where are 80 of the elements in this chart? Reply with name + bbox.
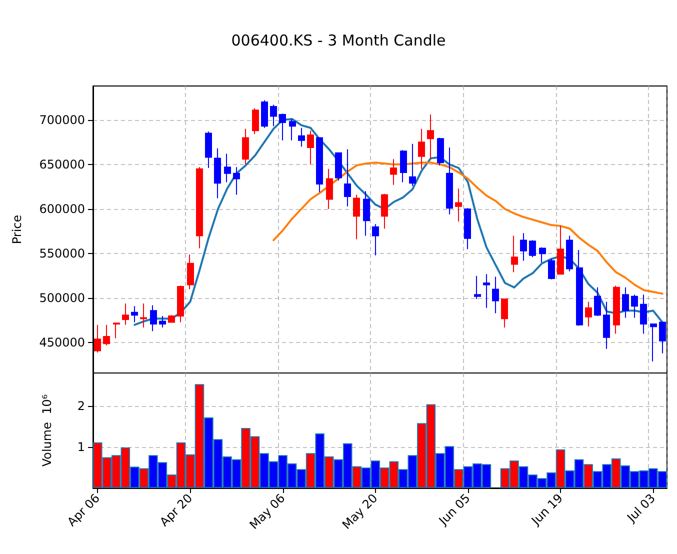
candlestick bbox=[511, 235, 518, 273]
candlestick bbox=[603, 301, 610, 350]
candlestick bbox=[335, 152, 342, 181]
y-axis-title: Volume 10⁶ bbox=[40, 394, 54, 467]
candlestick bbox=[168, 314, 175, 323]
candlestick bbox=[205, 130, 212, 168]
candlestick bbox=[177, 285, 184, 323]
candlestick bbox=[233, 166, 240, 196]
candlestick bbox=[585, 301, 592, 328]
candlestick bbox=[122, 302, 129, 326]
candlestick bbox=[455, 188, 462, 222]
candlestick bbox=[94, 324, 101, 353]
candlestick bbox=[576, 250, 583, 326]
candlestick bbox=[622, 286, 629, 318]
candlestick bbox=[381, 193, 388, 230]
y-tick-label: 450000 bbox=[39, 336, 85, 350]
x-tick-label: Apr 20 bbox=[157, 491, 196, 530]
candlestick bbox=[242, 128, 249, 165]
candlestick bbox=[214, 148, 221, 199]
candlestick bbox=[289, 118, 296, 141]
candlestick bbox=[131, 306, 138, 323]
y-tick-label: 1 bbox=[77, 440, 85, 454]
y-tick-label: 600000 bbox=[39, 202, 85, 216]
candlestick bbox=[557, 225, 564, 275]
candlestick bbox=[353, 194, 360, 240]
line-series bbox=[134, 118, 664, 326]
candlestick bbox=[446, 147, 453, 215]
candlestick bbox=[261, 100, 268, 128]
y-tick-label: 650000 bbox=[39, 157, 85, 172]
candlestick bbox=[113, 322, 120, 339]
candlestick bbox=[464, 208, 471, 250]
candlestick bbox=[529, 240, 536, 258]
line-series bbox=[272, 162, 664, 295]
y-tick-label: 700000 bbox=[39, 112, 85, 127]
candlestick bbox=[279, 113, 286, 141]
candlestick bbox=[501, 298, 508, 328]
candlestick bbox=[474, 275, 481, 300]
candlestick bbox=[140, 302, 147, 328]
candlestick bbox=[613, 285, 620, 334]
candlestick bbox=[659, 322, 666, 354]
candlestick bbox=[650, 323, 657, 362]
candlestick bbox=[437, 137, 444, 166]
y-axis-title: Price bbox=[10, 214, 24, 244]
candlestick bbox=[566, 235, 573, 272]
candlestick bbox=[594, 286, 601, 316]
chart-title: 006400.KS - 3 Month Candle bbox=[231, 32, 446, 50]
candlestick bbox=[363, 190, 370, 236]
y-tick-label: 500000 bbox=[39, 291, 85, 306]
candlestick bbox=[400, 150, 407, 183]
x-tick-label: Apr 06 bbox=[64, 491, 103, 530]
y-tick-label: 550000 bbox=[39, 246, 85, 261]
candlestick bbox=[390, 158, 397, 186]
candlestick bbox=[159, 315, 166, 328]
candlestick bbox=[520, 232, 527, 262]
candlestick bbox=[492, 276, 499, 314]
candlestick bbox=[409, 143, 416, 186]
candlestick bbox=[150, 304, 157, 332]
candlestick bbox=[307, 130, 314, 165]
candlestick bbox=[640, 294, 647, 334]
candlestick bbox=[344, 148, 351, 207]
candlestick bbox=[631, 294, 638, 318]
candlestick bbox=[483, 274, 490, 308]
candlestick bbox=[103, 324, 110, 346]
candlestick bbox=[196, 166, 203, 249]
candlestick bbox=[326, 168, 333, 210]
candlestick bbox=[316, 137, 323, 193]
candlestick bbox=[252, 108, 259, 135]
candlestick bbox=[548, 258, 555, 280]
candlestick bbox=[224, 153, 231, 183]
candlestick bbox=[270, 104, 277, 127]
candlestick bbox=[372, 224, 379, 256]
candlestick bbox=[418, 128, 425, 170]
y-tick-label: 2 bbox=[77, 398, 85, 413]
candlestick bbox=[427, 114, 434, 160]
x-tick-label: Jul 03 bbox=[624, 491, 658, 526]
candlestick bbox=[539, 246, 546, 263]
x-tick-label: Jun 19 bbox=[528, 491, 566, 528]
candlestick bbox=[187, 254, 194, 290]
candlestick bbox=[298, 127, 305, 148]
x-tick-label: Jun 05 bbox=[436, 491, 473, 528]
